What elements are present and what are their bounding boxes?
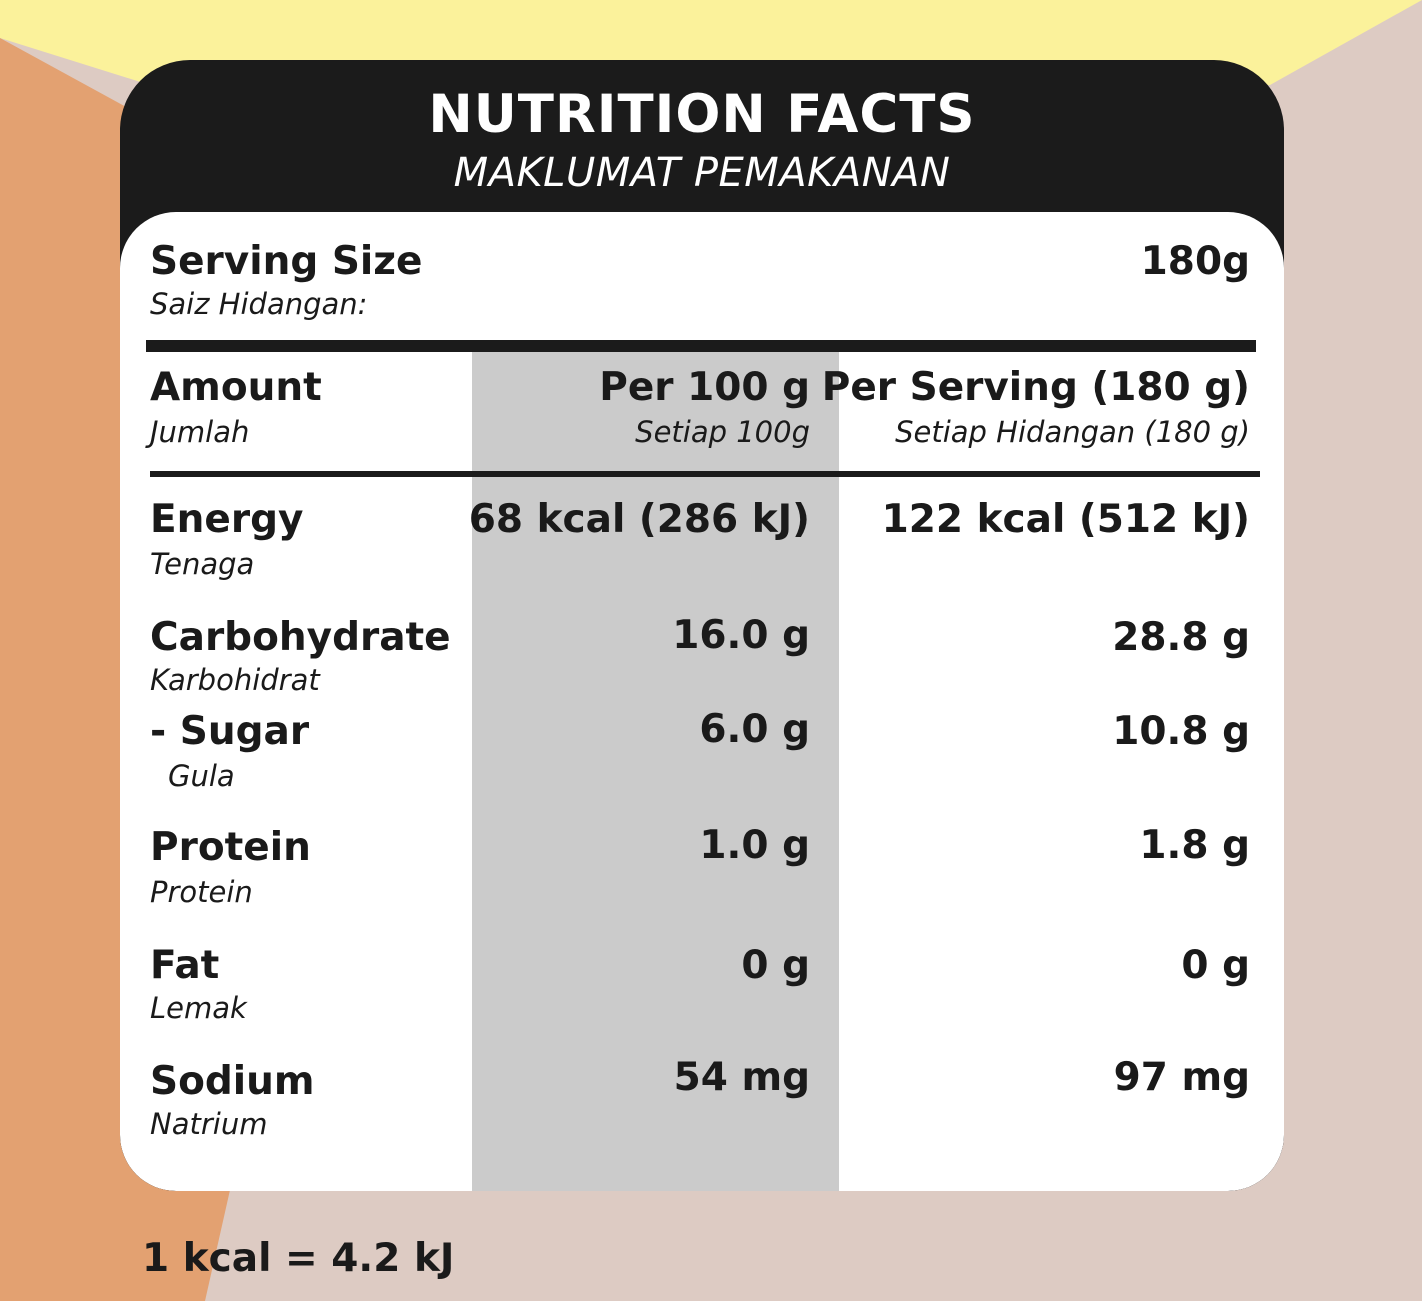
- row-fat-per100: 0 g: [741, 943, 810, 988]
- panel-subtitle: MAKLUMAT PEMAKANAN: [453, 150, 951, 196]
- row-fat-name: Fat: [150, 943, 220, 988]
- row-carbohydrate-name-ms: Karbohidrat: [150, 663, 320, 697]
- col-perserving-header: Per Serving (180 g): [821, 365, 1250, 410]
- serving-size-label: Serving Size: [150, 239, 423, 284]
- conversion-note: 1 kcal = 4.2 kJ: [142, 1236, 455, 1281]
- row-sodium-name: Sodium: [150, 1059, 315, 1104]
- col-per100-header: Per 100 g: [599, 365, 810, 410]
- row-sodium-name-ms: Natrium: [150, 1107, 268, 1141]
- row-sodium-per100: 54 mg: [673, 1055, 810, 1100]
- row-protein-name-ms: Protein: [150, 875, 253, 909]
- row-energy-per100: 68 kcal (286 kJ): [468, 497, 810, 542]
- row-carbohydrate-name: Carbohydrate: [150, 615, 451, 660]
- serving-size-label-ms: Saiz Hidangan:: [150, 287, 368, 321]
- row-sugar-name: - Sugar: [150, 709, 310, 754]
- divider-thin: [150, 471, 1260, 477]
- row-carbohydrate-perserving: 28.8 g: [1112, 615, 1250, 660]
- row-energy-name: Energy: [150, 497, 304, 542]
- row-carbohydrate-per100: 16.0 g: [672, 613, 810, 658]
- row-protein-perserving: 1.8 g: [1139, 823, 1250, 868]
- row-sugar-name-ms: Gula: [168, 759, 235, 793]
- row-protein-per100: 1.0 g: [699, 823, 810, 868]
- row-fat-name-ms: Lemak: [150, 991, 247, 1025]
- serving-size-value: 180g: [1140, 239, 1250, 284]
- col-perserving-header-ms: Setiap Hidangan (180 g): [895, 415, 1250, 449]
- row-sugar-perserving: 10.8 g: [1112, 709, 1250, 754]
- nutrition-card: Serving Size Saiz Hidangan: 180g Amount …: [120, 212, 1284, 1191]
- row-fat-perserving: 0 g: [1181, 943, 1250, 988]
- col-amount-header-ms: Jumlah: [150, 415, 250, 449]
- nutrition-panel: NUTRITION FACTS MAKLUMAT PEMAKANAN Servi…: [120, 60, 1284, 1191]
- row-energy-perserving: 122 kcal (512 kJ): [881, 497, 1250, 542]
- col-amount-header: Amount: [150, 365, 322, 410]
- row-protein-name: Protein: [150, 825, 311, 870]
- row-sugar-per100: 6.0 g: [699, 707, 810, 752]
- col-per100-header-ms: Setiap 100g: [635, 415, 810, 449]
- divider-thick: [146, 340, 1256, 352]
- per-100g-column-shade: [472, 352, 839, 1191]
- row-energy-name-ms: Tenaga: [150, 547, 255, 581]
- panel-title: NUTRITION FACTS: [428, 84, 976, 145]
- row-sodium-perserving: 97 mg: [1113, 1055, 1250, 1100]
